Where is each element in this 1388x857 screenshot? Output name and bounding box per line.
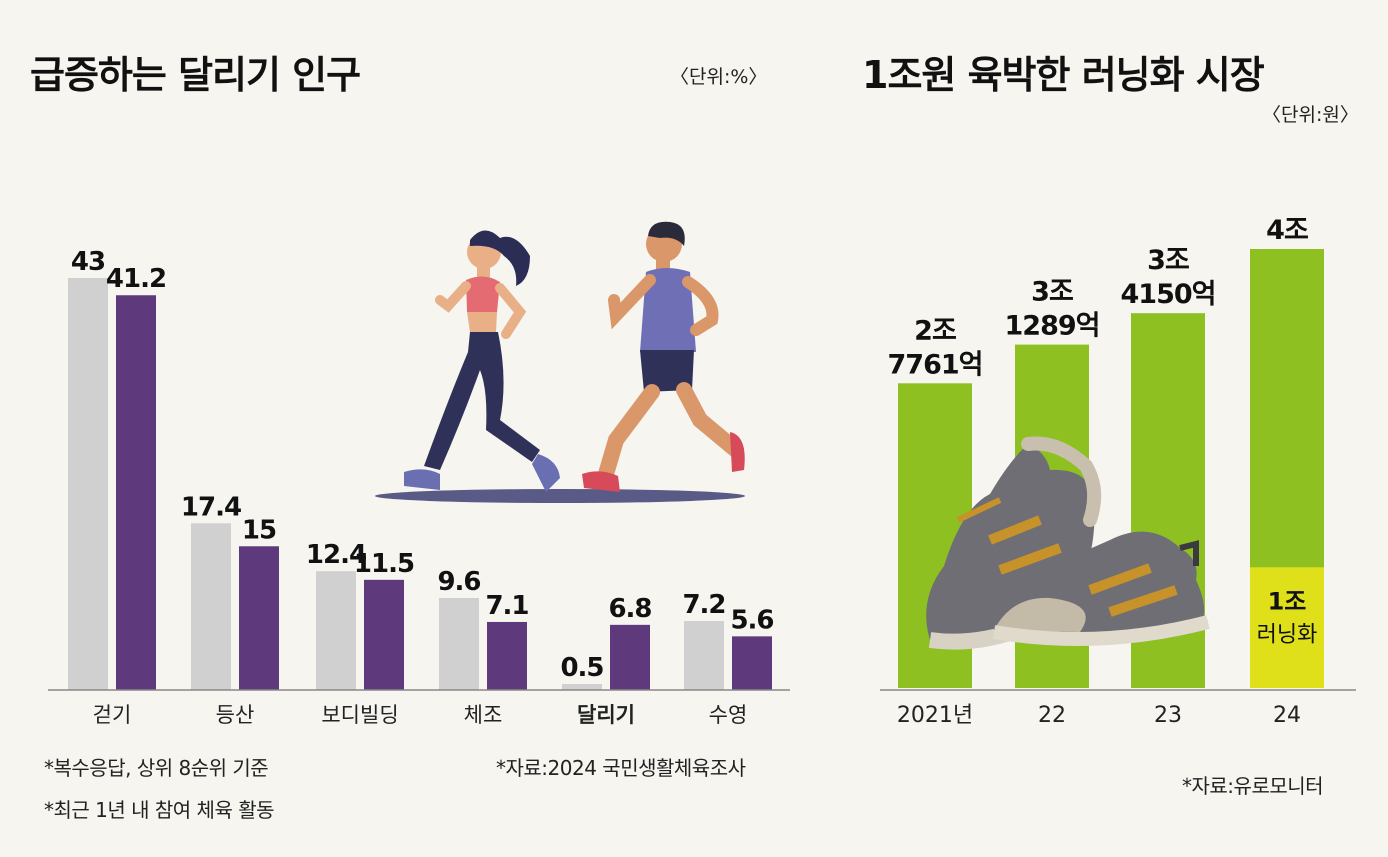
right-category-label-3: 24 [1273, 703, 1301, 728]
left-category-label-4: 달리기 [577, 703, 635, 727]
left-value-label-5-0: 7.2 [682, 590, 725, 620]
left-category-label-3: 체조 [464, 703, 503, 727]
left-category-label-5: 수영 [709, 703, 748, 727]
left-source-note: *자료:2024 국민생활체육조사 [496, 756, 746, 780]
left-bar-4-1 [610, 624, 650, 690]
left-value-label-4-1: 6.8 [608, 594, 651, 624]
left-bar-5-0 [684, 621, 724, 690]
running-shoe-category-label: 러닝화 [1257, 622, 1318, 647]
left-value-label-5-1: 5.6 [730, 605, 773, 635]
footnote-1: *복수응답, 상위 8순위 기준 [44, 756, 269, 780]
right-category-label-2: 23 [1154, 703, 1182, 728]
left-value-label-3-1: 7.1 [485, 591, 528, 621]
right-unit-label: 〈단위:원〉 [1262, 104, 1359, 126]
right-category-label-1: 22 [1038, 703, 1066, 728]
right-value-label-2-1: 4150억 [1121, 279, 1216, 310]
two-runners-icon [375, 221, 745, 503]
right-category-label-0: 2021년 [897, 703, 973, 728]
running-shoe-segment [1250, 567, 1324, 688]
running-shoe-value-label: 1조 [1268, 587, 1307, 615]
left-bar-1-1 [239, 546, 279, 690]
left-bar-2-0 [316, 571, 356, 690]
left-value-label-3-0: 9.6 [437, 567, 480, 597]
running-shoes-icon [926, 436, 1210, 650]
left-bar-3-0 [439, 598, 479, 690]
left-value-label-0-1: 41.2 [106, 264, 166, 294]
right-value-label-0-0: 2조 [914, 315, 956, 346]
footnote-2: *최근 1년 내 참여 체육 활동 [44, 798, 275, 822]
left-bar-0-0 [68, 278, 108, 690]
left-value-label-4-0: 0.5 [560, 653, 603, 683]
right-value-label-3-0: 4조 [1266, 215, 1308, 246]
left-bar-2-1 [364, 579, 404, 690]
left-bar-5-1 [732, 636, 772, 690]
left-category-label-1: 등산 [216, 703, 255, 727]
right-value-label-2-0: 3조 [1147, 245, 1189, 276]
left-category-label-2: 보디빌딩 [321, 703, 398, 727]
right-value-label-0-1: 7761억 [888, 349, 983, 380]
left-value-label-1-0: 17.4 [181, 492, 241, 522]
right-chart-title: 1조원 육박한 러닝화 시장 [862, 53, 1265, 97]
left-unit-label: 〈단위:%〉 [670, 66, 768, 88]
left-value-label-1-1: 15 [242, 515, 276, 545]
left-category-label-0: 걷기 [93, 703, 132, 727]
left-bar-1-0 [191, 523, 231, 690]
left-bar-3-1 [487, 621, 527, 690]
left-bar-0-1 [116, 295, 156, 690]
right-source-note: *자료:유로모니터 [1182, 774, 1324, 798]
left-chart-title: 급증하는 달리기 인구 [30, 53, 361, 97]
left-value-label-2-0: 12.4 [306, 540, 366, 570]
left-value-label-2-1: 11.5 [354, 549, 414, 579]
right-value-label-1-1: 1289억 [1005, 311, 1100, 342]
left-bar-4-0 [562, 684, 602, 690]
right-value-label-1-0: 3조 [1031, 277, 1073, 308]
left-value-label-0-0: 43 [71, 247, 105, 277]
